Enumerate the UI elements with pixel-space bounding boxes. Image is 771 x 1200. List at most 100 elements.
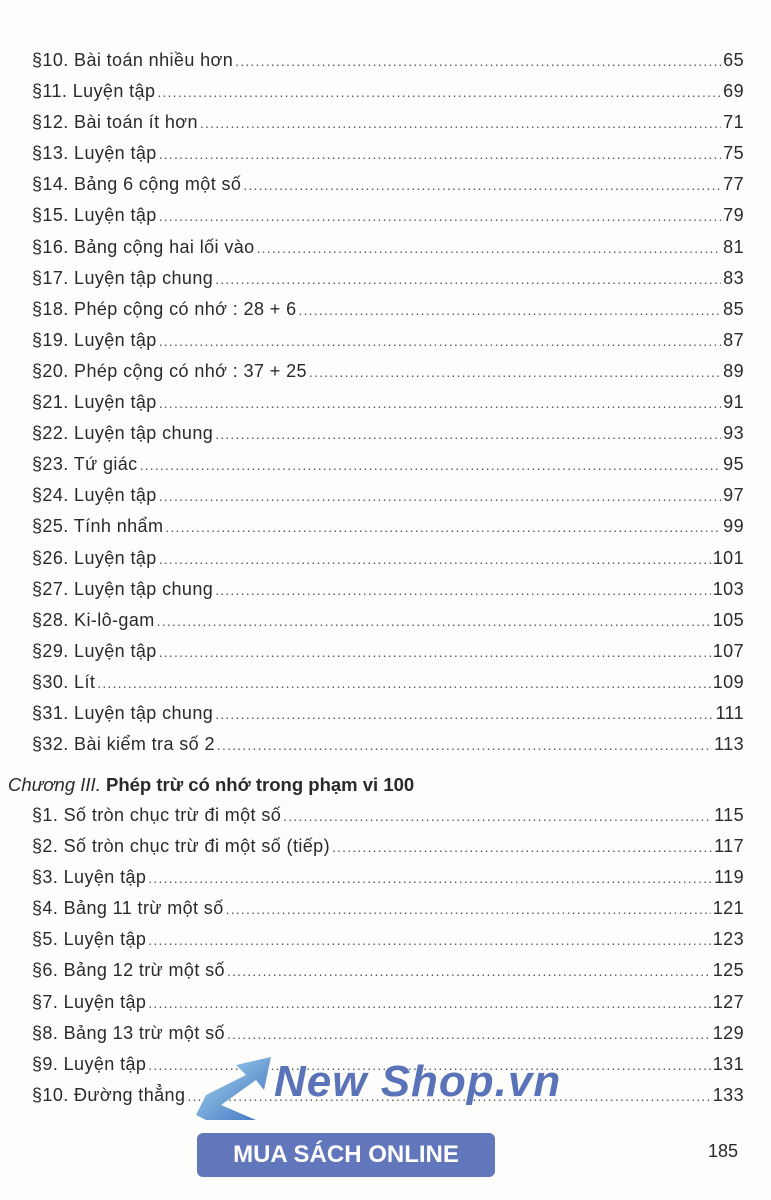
entry-page: 99 bbox=[723, 516, 744, 537]
chapter-title: Phép trừ có nhớ trong phạm vi 100 bbox=[100, 774, 415, 795]
dot-leader bbox=[299, 302, 722, 318]
toc-entry: §22. Luyện tập chung 93 bbox=[32, 423, 744, 454]
dot-leader bbox=[140, 457, 722, 473]
dot-leader bbox=[283, 808, 712, 824]
entry-title: §12. Bài toán ít hơn bbox=[32, 112, 198, 133]
entry-title: §28. Ki-lô-gam bbox=[32, 609, 155, 630]
toc-entry: §14. Bảng 6 cộng một số 77 bbox=[32, 174, 744, 205]
toc-entry: §32. Bài kiểm tra số 2 113 bbox=[32, 734, 744, 765]
dot-leader bbox=[226, 901, 711, 917]
entry-page: 77 bbox=[723, 174, 744, 195]
dot-leader bbox=[217, 737, 712, 753]
entry-title: §25. Tính nhẩm bbox=[32, 516, 164, 537]
dot-leader bbox=[148, 995, 710, 1011]
entry-page: 127 bbox=[712, 991, 744, 1012]
entry-title: §18. Phép cộng có nhớ : 28 + 6 bbox=[32, 298, 297, 319]
entry-title: §9. Luyện tập bbox=[32, 1053, 147, 1074]
toc-entry: §18. Phép cộng có nhớ : 28 + 6 85 bbox=[32, 299, 744, 330]
entry-page: 71 bbox=[723, 112, 744, 133]
toc-entry: §3. Luyện tập 119 bbox=[32, 867, 744, 898]
dot-leader bbox=[159, 488, 721, 504]
toc-entry: §29. Luyện tập 107 bbox=[32, 641, 744, 672]
chapter-label: Chương III. bbox=[8, 774, 101, 795]
toc-entry: §23. Tứ giác 95 bbox=[32, 454, 744, 485]
buy-online-button[interactable]: MUA SÁCH ONLINE bbox=[197, 1133, 495, 1177]
entry-title: §16. Bảng cộng hai lối vào bbox=[32, 236, 255, 257]
arrow-logo-icon bbox=[196, 1057, 271, 1120]
dot-leader bbox=[159, 208, 721, 224]
entry-page: 101 bbox=[712, 547, 744, 568]
toc-entry: §9. Luyện tập 131 bbox=[32, 1054, 744, 1085]
entry-title: §8. Bảng 13 trừ một số bbox=[32, 1022, 225, 1043]
toc-entry: §10. Đường thẳng 133 bbox=[32, 1085, 744, 1116]
entry-title: §26. Luyện tập bbox=[32, 547, 157, 568]
entry-title: §17. Luyện tập chung bbox=[32, 267, 214, 288]
entry-page: 133 bbox=[712, 1084, 744, 1105]
dot-leader bbox=[332, 839, 712, 855]
chapter-heading: Chương III. Phép trừ có nhớ trong phạm v… bbox=[8, 774, 414, 796]
dot-leader bbox=[157, 84, 721, 100]
dot-leader bbox=[227, 963, 711, 979]
entry-page: 113 bbox=[714, 734, 744, 755]
entry-page: 81 bbox=[723, 236, 744, 257]
entry-title: §21. Luyện tập bbox=[32, 392, 157, 413]
entry-page: 115 bbox=[714, 805, 744, 825]
dot-leader bbox=[257, 240, 722, 256]
dot-leader bbox=[243, 177, 721, 193]
dot-leader bbox=[148, 932, 710, 948]
toc-entry: §8. Bảng 13 trừ một số 129 bbox=[32, 1023, 744, 1054]
toc-entry: §15. Luyện tập 79 bbox=[32, 205, 744, 236]
entry-page: 87 bbox=[723, 329, 744, 350]
toc-entry: §16. Bảng cộng hai lối vào 81 bbox=[32, 237, 744, 268]
entry-page: 93 bbox=[723, 423, 744, 444]
toc-entry: §6. Bảng 12 trừ một số 125 bbox=[32, 960, 744, 991]
entry-title: §10. Bài toán nhiều hơn bbox=[32, 50, 234, 70]
toc-entry: §1. Số tròn chục trừ đi một số 115 bbox=[32, 805, 744, 836]
entry-title: §1. Số tròn chục trừ đi một số bbox=[32, 805, 282, 825]
toc-entry: §30. Lít 109 bbox=[32, 672, 744, 703]
entry-title: §31. Luyện tập chung bbox=[32, 702, 214, 723]
toc-entry: §31. Luyện tập chung 111 bbox=[32, 703, 744, 734]
entry-page: 119 bbox=[714, 867, 744, 888]
toc-entry: §24. Luyện tập 97 bbox=[32, 485, 744, 516]
page-number: 185 bbox=[708, 1141, 739, 1161]
entry-title: §5. Luyện tập bbox=[32, 929, 147, 950]
entry-title: §13. Luyện tập bbox=[32, 143, 157, 164]
entry-page: 111 bbox=[715, 702, 744, 723]
entry-page: 85 bbox=[723, 298, 744, 319]
toc-entry: §7. Luyện tập 127 bbox=[32, 992, 744, 1023]
dot-leader bbox=[215, 706, 713, 722]
entry-title: §20. Phép cộng có nhớ : 37 + 25 bbox=[32, 360, 307, 381]
dot-leader bbox=[309, 364, 721, 380]
entry-title: §6. Bảng 12 trừ một số bbox=[32, 960, 225, 981]
entry-page: 97 bbox=[723, 485, 744, 506]
entry-page: 69 bbox=[723, 81, 744, 102]
toc-entry: §12. Bài toán ít hơn 71 bbox=[32, 112, 744, 143]
entry-page: 65 bbox=[723, 50, 744, 70]
toc-entry: §25. Tính nhẩm 99 bbox=[32, 516, 744, 547]
toc-entry: §13. Luyện tập 75 bbox=[32, 143, 744, 174]
entry-page: 75 bbox=[723, 143, 744, 164]
entry-title: §10. Đường thẳng bbox=[32, 1084, 186, 1105]
entry-page: 121 bbox=[712, 898, 744, 919]
toc-entry: §2. Số tròn chục trừ đi một số (tiếp) 117 bbox=[32, 836, 744, 867]
dot-leader bbox=[165, 519, 721, 535]
newshop-watermark: New Shop.vn MUA SÁCH ONLINE bbox=[196, 1055, 560, 1179]
toc-entry: §21. Luyện tập 91 bbox=[32, 392, 744, 423]
entry-title: §2. Số tròn chục trừ đi một số (tiếp) bbox=[32, 836, 330, 857]
entry-title: §30. Lít bbox=[32, 671, 96, 692]
entry-title: §7. Luyện tập bbox=[32, 991, 147, 1012]
entry-page: 83 bbox=[723, 267, 744, 288]
entry-title: §27. Luyện tập chung bbox=[32, 578, 214, 599]
toc-entry: §19. Luyện tập 87 bbox=[32, 330, 744, 361]
dot-leader bbox=[159, 146, 721, 162]
entry-title: §19. Luyện tập bbox=[32, 329, 157, 350]
dot-leader bbox=[159, 395, 721, 411]
dot-leader bbox=[235, 53, 721, 69]
dot-leader bbox=[159, 551, 711, 567]
toc-entry: §10. Bài toán nhiều hơn 65 bbox=[32, 50, 744, 81]
entry-title: §23. Tứ giác bbox=[32, 454, 138, 475]
entry-page: 109 bbox=[712, 671, 744, 692]
entry-page: 131 bbox=[712, 1053, 744, 1074]
dot-leader bbox=[215, 426, 721, 442]
